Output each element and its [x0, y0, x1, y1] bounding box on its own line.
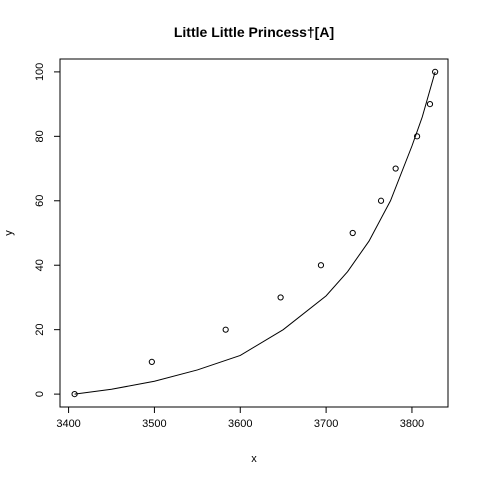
data-point-2: [222, 326, 229, 333]
data-point-9: [426, 101, 434, 108]
x-axis-label: x: [251, 453, 257, 465]
data-point-6: [377, 197, 385, 204]
x-tick-label-3: 3700: [314, 418, 338, 430]
fitted-curve: [74, 71, 436, 395]
x-axis: 3400 3500 3600 3700 3800: [56, 407, 424, 430]
x-tick-label-2: 3600: [228, 418, 252, 430]
data-point-3: [277, 294, 284, 301]
data-point-7: [392, 165, 399, 172]
y-tick-label-3: 60: [34, 195, 46, 207]
x-tick-label-1: 3500: [142, 418, 166, 430]
y-tick-label-4: 80: [34, 130, 46, 142]
y-axis: 0 20 40 60 80 100: [34, 63, 60, 397]
data-point-5: [349, 229, 356, 237]
data-point-8: [413, 133, 421, 140]
y-tick-label-1: 20: [34, 324, 46, 336]
chart-title: Little Little Princess†[A]: [174, 24, 334, 40]
series-layer: [71, 68, 439, 398]
plot-frame: [59, 58, 449, 408]
y-axis-label: y: [3, 230, 15, 236]
data-point-10: [432, 68, 439, 75]
data-point-1: [148, 358, 155, 365]
x-tick-label-4: 3800: [400, 418, 424, 430]
y-tick-label-2: 40: [34, 259, 46, 271]
y-tick-label-0: 0: [34, 391, 46, 397]
x-tick-label-0: 3400: [56, 418, 80, 430]
y-tick-label-5: 100: [34, 63, 46, 81]
data-point-4: [317, 262, 325, 269]
